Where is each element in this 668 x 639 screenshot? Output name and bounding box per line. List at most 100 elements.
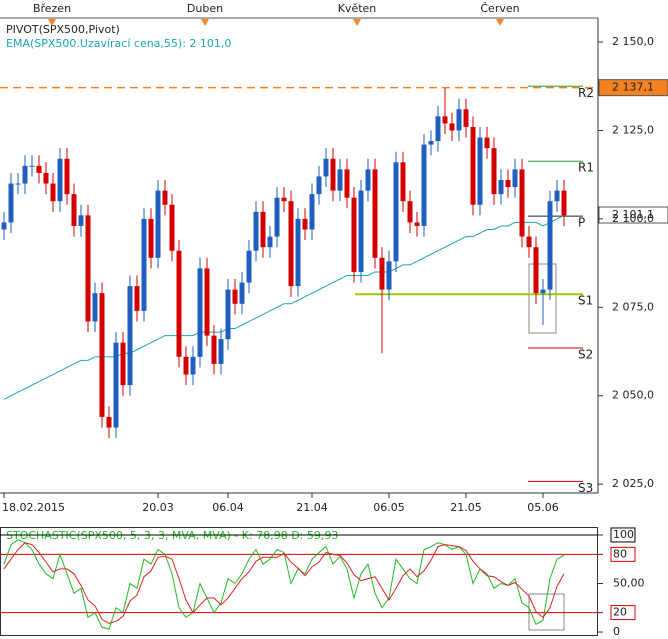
y-tick-label: 2 125,0 [612, 123, 654, 136]
candle-body [309, 194, 315, 230]
legend-entry: EMA(SPX500.Uzavírací cena,55): 2 101,0 [6, 37, 231, 50]
x-tick-label: 18.02.2015 [2, 501, 65, 514]
overlay: 2 137,1 2 101,1 [598, 79, 668, 224]
candle-body [449, 123, 455, 131]
candle-body [204, 268, 210, 336]
candle-body [99, 293, 105, 417]
stochastic-line [3, 539, 565, 630]
candle-body [190, 356, 196, 375]
candle-body [274, 197, 280, 237]
candle-body [43, 172, 49, 184]
y-tick-label: 2 050,0 [612, 389, 654, 402]
candle-body [491, 148, 497, 195]
y-tick-label: 2 025,0 [612, 477, 654, 490]
candle-body [106, 416, 112, 428]
highlight-box [528, 263, 557, 334]
candle-body [554, 190, 560, 202]
candle-body [456, 109, 462, 131]
candle-body [428, 141, 434, 145]
candle-body [36, 165, 42, 173]
candle-body [218, 339, 224, 364]
tick-box [610, 527, 636, 543]
candle-body [71, 194, 77, 226]
candle-body [1, 222, 7, 230]
candle-body [120, 342, 126, 386]
candle-body [519, 169, 525, 237]
candle-body [134, 286, 140, 311]
candle-body [85, 215, 91, 322]
x-tick-label: 06.05 [373, 501, 405, 514]
candle-body [127, 286, 133, 386]
month-marker [201, 19, 209, 26]
candle-body [113, 342, 119, 428]
candle-body [176, 250, 182, 357]
candle-body [183, 356, 189, 375]
price-label-box [598, 79, 668, 97]
candle-body [232, 289, 238, 304]
candle-body [8, 183, 14, 223]
candle-body [288, 201, 294, 287]
month-label: Květen [338, 2, 377, 15]
candle-body [386, 261, 392, 290]
price-label: 2 137,1 [612, 81, 654, 94]
y-tick-label: 20 [613, 606, 627, 619]
month-label: Březen [33, 2, 71, 15]
candle-body [211, 335, 217, 364]
x-tick-label: 06.04 [212, 501, 244, 514]
candle-body [141, 218, 147, 311]
candle-body [400, 162, 406, 202]
candle-body [302, 218, 308, 230]
candle-body [337, 169, 343, 191]
candle-body [267, 236, 273, 248]
candle-body [498, 179, 504, 195]
month-marker [353, 19, 361, 26]
candle-body [470, 126, 476, 205]
candle-body [393, 162, 399, 262]
price-label: 2 101,1 [612, 208, 654, 221]
candle-body [253, 211, 259, 251]
candle-body [512, 169, 518, 188]
candle-body [372, 169, 378, 258]
y-tick-label: 2 150,0 [612, 35, 654, 48]
pivot-label: P [578, 216, 585, 230]
candle-body [358, 190, 364, 272]
candle-body [78, 215, 84, 226]
plot-area: R2 R1 P S1 S2 S3 [0, 85, 598, 495]
candle-body [22, 165, 28, 184]
candle-body [484, 137, 490, 149]
y-tick-label: 100 [613, 528, 634, 541]
candle-body [540, 289, 546, 294]
candle-body [463, 109, 469, 127]
candle-body [15, 183, 21, 185]
candle-body [505, 179, 511, 188]
candle-body [421, 144, 427, 226]
candle-body [92, 293, 98, 322]
indicator-title: PIVOT(SPX500,Pivot) [6, 23, 120, 36]
candle-body [148, 218, 154, 258]
pivot-label: S3 [578, 481, 593, 495]
candle-body [225, 289, 231, 340]
candle-body [379, 257, 385, 290]
candle-body [197, 268, 203, 357]
highlight-box [528, 593, 565, 631]
y-tick-label: 2 075,0 [612, 300, 654, 313]
candle-body [547, 201, 553, 290]
candle-body [64, 158, 70, 195]
x-tick-label: 20.03 [142, 501, 174, 514]
candle-body [316, 176, 322, 195]
candle-body [477, 137, 483, 205]
pivot-label: R1 [578, 161, 594, 175]
tick-box [610, 605, 636, 621]
tick-box [610, 546, 636, 562]
candle-body [407, 201, 413, 223]
frame [0, 527, 598, 636]
candle-body [295, 218, 301, 287]
candle-body [57, 158, 63, 202]
candle-body [162, 190, 168, 205]
pivot-label: S1 [578, 294, 593, 308]
stochastic-line [3, 542, 565, 624]
y-tick-label: 50,00 [613, 576, 645, 589]
candle-body [533, 247, 539, 294]
